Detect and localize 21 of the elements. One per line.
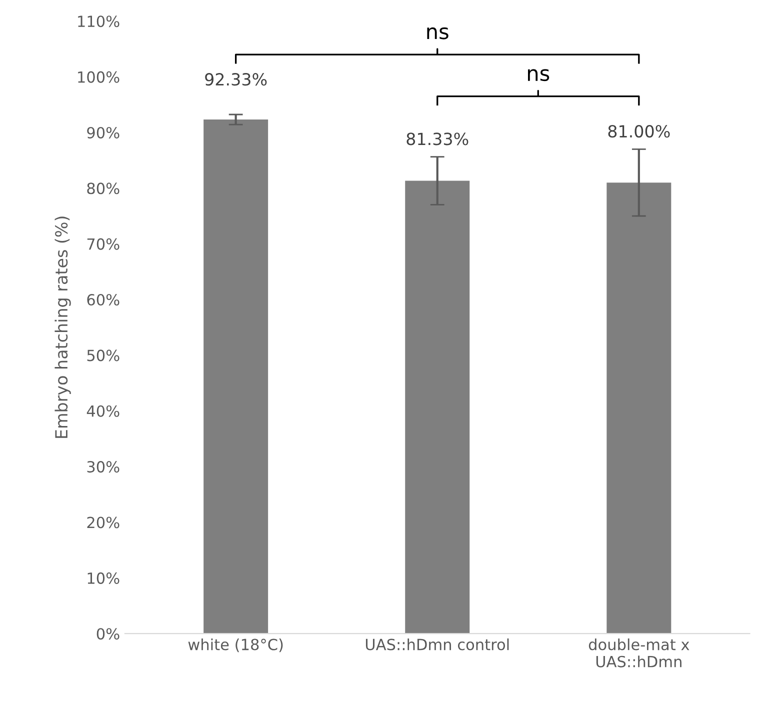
data-label: 92.33% xyxy=(205,73,267,86)
y-tick-label: 30% xyxy=(87,461,120,473)
y-tick-label: 20% xyxy=(87,516,120,528)
y-tick-label: 60% xyxy=(87,294,120,306)
annotation: ns xyxy=(427,27,448,40)
y-tick-label: 40% xyxy=(86,405,120,417)
y-tick-label: 90% xyxy=(87,126,120,138)
y-tick-label: 110% xyxy=(78,16,120,28)
y-tick-label: 70% xyxy=(87,238,120,250)
data-label: 81.00% xyxy=(608,124,670,138)
x-tick-label: double-mat x UAS::hDmn xyxy=(588,638,690,668)
x-tick-label: UAS::hDmn control xyxy=(366,638,509,650)
y-tick-label: 100% xyxy=(78,71,120,83)
annotation: ns xyxy=(528,69,550,82)
y-tick-label: 0% xyxy=(96,628,120,640)
y-tick-label: 80% xyxy=(87,182,120,194)
y-axis-title: Embryo hatching rates (%) xyxy=(54,216,71,438)
y-tick-label: 50% xyxy=(87,350,120,362)
y-tick-label: 10% xyxy=(88,572,120,584)
x-tick-label: white (18°C) xyxy=(188,638,283,652)
data-label: 81.33% xyxy=(406,132,468,146)
